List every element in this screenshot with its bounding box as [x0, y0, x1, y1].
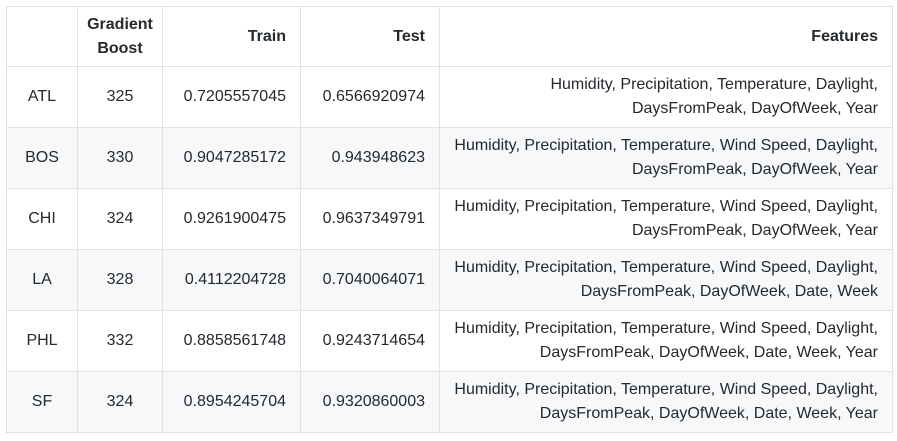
cell-test: 0.9637349791 [300, 188, 440, 250]
cell-features: Humidity, Precipitation, Temperature, Wi… [439, 188, 893, 250]
header-train: Train [162, 6, 301, 67]
cell-city: SF [6, 371, 78, 433]
cell-test: 0.9243714654 [300, 310, 440, 372]
header-row: Gradient Boost Train Test Features [6, 6, 893, 67]
table-row: SF 324 0.8954245704 0.9320860003 Humidit… [6, 371, 893, 433]
cell-train: 0.4112204728 [162, 249, 301, 311]
cell-features: Humidity, Precipitation, Temperature, Wi… [439, 127, 893, 189]
header-gradient-boost: Gradient Boost [77, 6, 163, 67]
cell-test: 0.7040064071 [300, 249, 440, 311]
table-body: ATL 325 0.7205557045 0.6566920974 Humidi… [6, 66, 893, 433]
cell-features: Humidity, Precipitation, Temperature, Wi… [439, 371, 893, 433]
table-row: ATL 325 0.7205557045 0.6566920974 Humidi… [6, 66, 893, 128]
cell-city: PHL [6, 310, 78, 372]
cell-gradient-boost: 328 [77, 249, 163, 311]
cell-gradient-boost: 330 [77, 127, 163, 189]
cell-features: Humidity, Precipitation, Temperature, Da… [439, 66, 893, 128]
cell-gradient-boost: 332 [77, 310, 163, 372]
table-header: Gradient Boost Train Test Features [6, 6, 893, 67]
cell-city: BOS [6, 127, 78, 189]
cell-gradient-boost: 324 [77, 188, 163, 250]
cell-test: 0.6566920974 [300, 66, 440, 128]
cell-gradient-boost: 324 [77, 371, 163, 433]
cell-features: Humidity, Precipitation, Temperature, Wi… [439, 249, 893, 311]
cell-train: 0.8858561748 [162, 310, 301, 372]
cell-city: LA [6, 249, 78, 311]
header-test: Test [300, 6, 440, 67]
cell-train: 0.8954245704 [162, 371, 301, 433]
cell-train: 0.9047285172 [162, 127, 301, 189]
cell-features: Humidity, Precipitation, Temperature, Wi… [439, 310, 893, 372]
cell-city: CHI [6, 188, 78, 250]
cell-gradient-boost: 325 [77, 66, 163, 128]
cell-train: 0.7205557045 [162, 66, 301, 128]
table-row: CHI 324 0.9261900475 0.9637349791 Humidi… [6, 188, 893, 250]
header-features: Features [439, 6, 893, 67]
results-table: Gradient Boost Train Test Features ATL 3… [6, 6, 893, 433]
cell-test: 0.943948623 [300, 127, 440, 189]
cell-test: 0.9320860003 [300, 371, 440, 433]
table-row: PHL 332 0.8858561748 0.9243714654 Humidi… [6, 310, 893, 372]
cell-train: 0.9261900475 [162, 188, 301, 250]
table-row: BOS 330 0.9047285172 0.943948623 Humidit… [6, 127, 893, 189]
table-row: LA 328 0.4112204728 0.7040064071 Humidit… [6, 249, 893, 311]
cell-city: ATL [6, 66, 78, 128]
header-city [6, 6, 78, 67]
